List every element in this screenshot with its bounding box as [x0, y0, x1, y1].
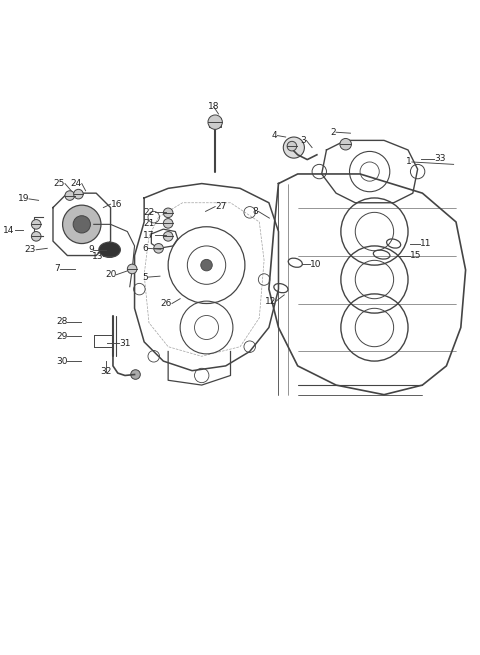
Text: 26: 26: [161, 299, 172, 308]
Circle shape: [62, 205, 101, 244]
Text: 3: 3: [300, 136, 306, 145]
Text: 12: 12: [264, 297, 276, 306]
Circle shape: [163, 208, 173, 217]
FancyBboxPatch shape: [209, 119, 221, 127]
Text: 14: 14: [3, 225, 14, 234]
Text: 11: 11: [420, 239, 432, 248]
Text: 16: 16: [110, 200, 122, 209]
Circle shape: [65, 191, 74, 200]
Circle shape: [131, 369, 140, 379]
Text: 25: 25: [54, 179, 65, 188]
Text: 8: 8: [252, 207, 258, 216]
Text: 6: 6: [142, 244, 148, 253]
Text: 21: 21: [144, 219, 155, 228]
Circle shape: [208, 115, 222, 129]
Text: 24: 24: [71, 179, 82, 188]
Circle shape: [154, 244, 163, 253]
Text: 22: 22: [144, 208, 155, 217]
Circle shape: [127, 264, 137, 274]
Text: 18: 18: [208, 102, 219, 111]
Circle shape: [201, 259, 212, 271]
Circle shape: [283, 137, 304, 158]
Text: 23: 23: [25, 245, 36, 254]
Text: 31: 31: [119, 339, 131, 348]
Circle shape: [31, 219, 41, 229]
Circle shape: [287, 141, 297, 151]
Text: 15: 15: [410, 251, 422, 260]
Circle shape: [163, 219, 173, 228]
Circle shape: [163, 232, 173, 241]
Circle shape: [73, 215, 90, 233]
Text: 1: 1: [406, 157, 412, 166]
Text: 29: 29: [56, 331, 67, 341]
Ellipse shape: [99, 242, 120, 257]
Text: 30: 30: [56, 356, 67, 365]
Circle shape: [340, 138, 351, 150]
Text: 9: 9: [88, 245, 94, 254]
Text: 28: 28: [56, 317, 67, 326]
Circle shape: [73, 189, 83, 199]
Text: 33: 33: [434, 154, 446, 163]
Text: 5: 5: [142, 272, 148, 282]
Text: 20: 20: [105, 271, 116, 279]
Text: 19: 19: [17, 195, 29, 204]
Text: 2: 2: [330, 128, 336, 137]
Text: 32: 32: [100, 367, 111, 376]
Text: 17: 17: [143, 231, 155, 240]
Text: 13: 13: [92, 252, 103, 261]
Text: 10: 10: [310, 259, 321, 269]
Text: 27: 27: [215, 202, 227, 211]
Text: 4: 4: [272, 131, 277, 140]
Text: 7: 7: [54, 265, 60, 274]
Circle shape: [31, 232, 41, 241]
